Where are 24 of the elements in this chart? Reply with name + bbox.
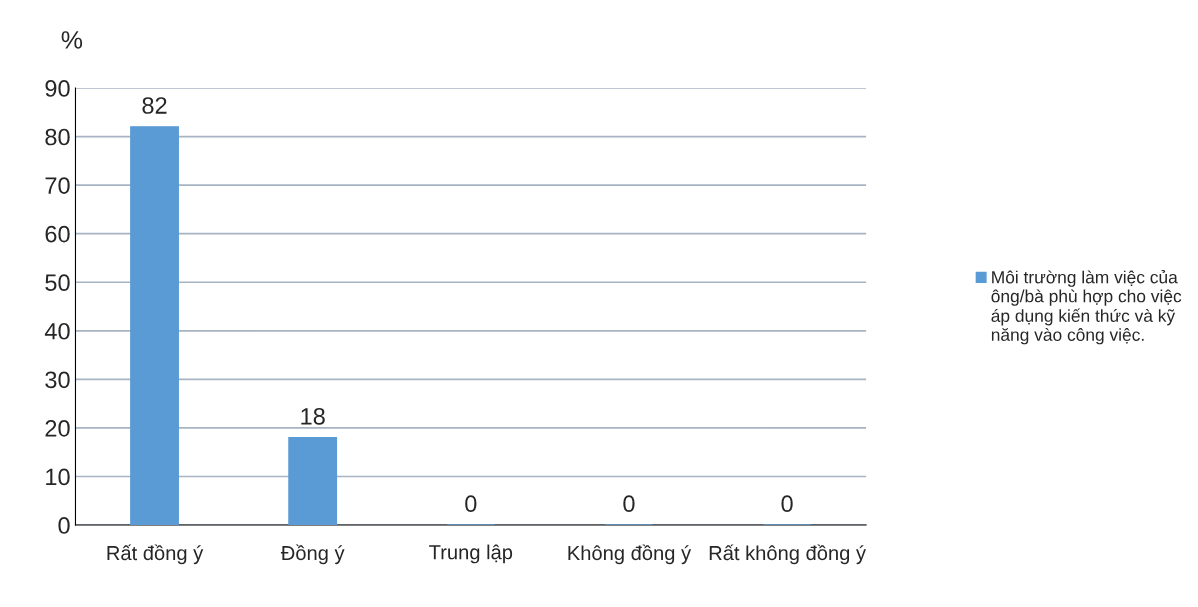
x-tick-label: Rất đồng ý: [107, 544, 204, 565]
y-tick-label: 20: [45, 420, 70, 437]
y-axis-title: %: [61, 31, 83, 49]
y-tick-label: 50: [45, 274, 70, 292]
y-tick-label: 0: [58, 517, 70, 534]
data-label: 0: [465, 495, 477, 513]
y-tick-label: 40: [44, 322, 70, 340]
x-tick-label: Đồng ý: [280, 544, 345, 565]
x-tick-label: Không đồng ý: [568, 544, 692, 565]
y-tick-label: 70: [45, 177, 70, 194]
x-tick-label: Rất không đồng ý: [709, 544, 866, 565]
y-tick-label: 10: [46, 468, 70, 486]
y-tick-label: 80: [45, 128, 70, 146]
data-label: 18: [301, 407, 325, 425]
bar: [130, 126, 179, 526]
y-tick-label: 90: [45, 80, 70, 97]
x-tick-label: Trung lập: [429, 544, 513, 564]
data-label: 0: [781, 495, 793, 513]
y-tick-label: 60: [45, 225, 70, 243]
y-tick-label: 30: [45, 371, 70, 389]
data-label: 82: [142, 97, 167, 114]
bar: [288, 436, 338, 526]
legend-label: Môi trường làm việc của ông/bà phù hợp cho việc áp dụng kiến thức và kỹ năng vào công việc.: [991, 270, 1182, 345]
data-label: 0: [623, 495, 635, 513]
